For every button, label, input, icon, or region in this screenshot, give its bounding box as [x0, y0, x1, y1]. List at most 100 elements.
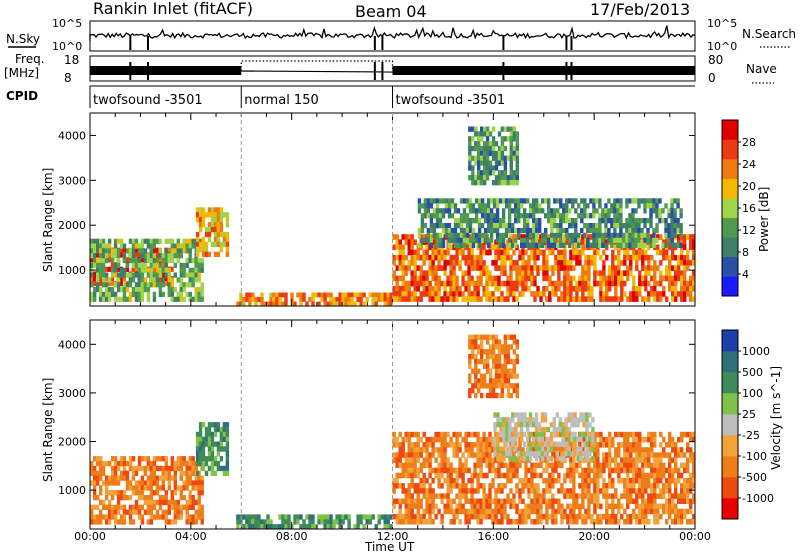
- heat-cell: [692, 431, 696, 438]
- heat-cell: [140, 238, 145, 244]
- heat-cell: [557, 503, 561, 510]
- heat-cell: [140, 291, 145, 297]
- heat-cell: [674, 275, 678, 282]
- heat-cell: [410, 498, 414, 504]
- heat-cell: [592, 213, 596, 219]
- heat-cell: [583, 223, 587, 229]
- heat-cell: [557, 260, 561, 266]
- heat-cell: [629, 498, 633, 504]
- heat-cell: [608, 452, 612, 458]
- heat-cell: [617, 265, 621, 271]
- heat-cell: [673, 218, 677, 224]
- heat-cell: [464, 467, 468, 474]
- heat-cell: [629, 452, 633, 458]
- date-label: 17/Feb/2013: [590, 0, 690, 19]
- heat-cell: [473, 260, 477, 266]
- heat-cell: [185, 291, 189, 297]
- heat-cell: [269, 297, 273, 302]
- heat-cell: [608, 265, 612, 271]
- heat-cell: [548, 265, 552, 271]
- heat-cell: [266, 514, 270, 520]
- heat-cell: [550, 232, 554, 239]
- heat-cell: [210, 456, 215, 462]
- heat-cell: [134, 262, 139, 268]
- heat-cell: [455, 431, 459, 438]
- heat-cell: [413, 488, 417, 494]
- heat-cell: [533, 488, 537, 494]
- heat-cell: [347, 301, 351, 307]
- heat-cell: [533, 498, 537, 504]
- heat-cell: [410, 457, 414, 463]
- heat-cell: [99, 470, 103, 476]
- heat-cell: [471, 155, 475, 161]
- heat-cell: [587, 296, 591, 302]
- heat-cell: [619, 237, 623, 244]
- heat-cell: [552, 426, 556, 433]
- heat-cell: [392, 286, 396, 292]
- heat-cell: [155, 258, 160, 264]
- heat-cell: [540, 441, 545, 447]
- heat-cell: [131, 266, 135, 272]
- heat-cell: [598, 242, 602, 248]
- heat-cell: [602, 291, 606, 297]
- cpid-segment-label: twofsound -3501: [93, 93, 203, 108]
- heat-cell: [500, 344, 505, 350]
- heat-cell: [508, 426, 512, 433]
- heat-cell: [498, 242, 503, 248]
- heat-cell: [494, 265, 498, 271]
- heat-cell: [443, 467, 447, 474]
- heat-cell: [640, 198, 644, 204]
- heat-cell: [101, 296, 106, 302]
- heat-cell: [362, 524, 366, 530]
- heat-cell: [386, 514, 390, 520]
- heat-cell: [398, 462, 402, 469]
- heat-cell: [197, 514, 201, 520]
- heat-cell: [629, 254, 633, 261]
- heat-cell: [410, 442, 414, 448]
- heat-cell: [635, 436, 639, 443]
- heat-cell: [110, 248, 115, 254]
- heat-cell: [551, 498, 555, 504]
- heat-cell: [107, 287, 112, 293]
- heat-cell: [425, 442, 429, 448]
- heat-cell: [532, 203, 536, 209]
- heat-cell: [446, 462, 450, 469]
- heat-cell: [689, 503, 693, 510]
- heat-cell: [107, 252, 112, 258]
- heat-cell: [515, 260, 519, 266]
- heat-cell: [155, 490, 160, 496]
- heat-cell: [401, 462, 405, 469]
- heat-cell: [116, 480, 121, 486]
- heat-cell: [683, 286, 687, 292]
- heat-cell: [575, 462, 579, 469]
- heat-cell: [514, 456, 518, 462]
- colorbar-segment: [722, 237, 738, 258]
- heat-cell: [583, 232, 587, 239]
- heat-cell: [128, 272, 133, 278]
- heat-cell: [545, 270, 549, 276]
- heat-cell: [535, 232, 539, 239]
- heat-cell: [428, 493, 432, 499]
- heat-cell: [653, 472, 657, 479]
- heat-cell: [544, 213, 548, 219]
- heat-cell: [659, 462, 663, 469]
- heat-cell: [488, 296, 492, 302]
- heat-cell: [604, 232, 608, 239]
- heat-cell: [449, 472, 453, 479]
- heat-cell: [635, 498, 639, 504]
- heat-cell: [446, 478, 450, 484]
- heat-cell: [632, 478, 636, 484]
- heat-cell: [449, 254, 453, 261]
- heat-cell: [692, 234, 696, 240]
- heat-cell: [480, 180, 484, 186]
- heat-cell: [419, 483, 423, 489]
- heat-cell: [605, 493, 609, 499]
- heat-cell: [607, 227, 611, 234]
- heat-cell: [125, 461, 130, 467]
- heat-cell: [143, 485, 148, 491]
- heat-cell: [536, 498, 540, 504]
- heat-cell: [101, 248, 106, 254]
- heat-cell: [535, 198, 539, 204]
- heat-cell: [374, 524, 378, 530]
- heat-cell: [176, 253, 180, 259]
